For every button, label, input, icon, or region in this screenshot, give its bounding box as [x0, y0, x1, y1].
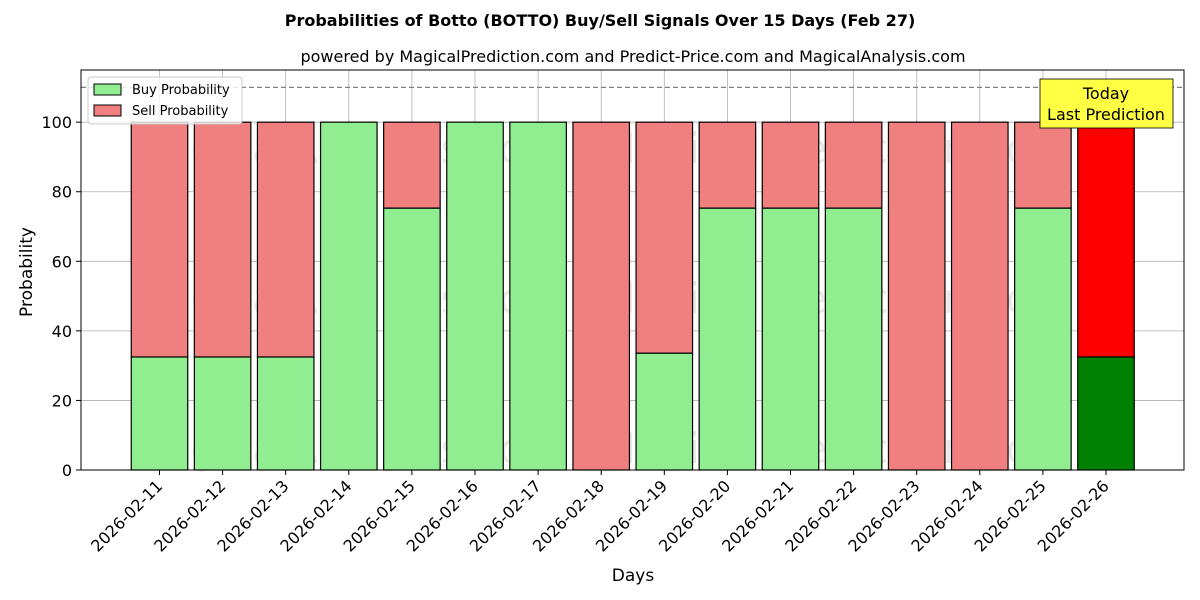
sell-bar [383, 121, 441, 209]
buy-bar [635, 352, 694, 471]
buy-bar [1077, 356, 1135, 471]
x-axis-label: Days [612, 566, 655, 586]
sell-bar [256, 121, 315, 358]
sell-bar [193, 121, 252, 358]
y-tick-label: 0 [62, 461, 72, 480]
buy-bar [319, 121, 378, 471]
y-tick-label: 100 [41, 113, 72, 132]
annotation-line: Today [1082, 84, 1129, 103]
y-axis: 0 20 40 60 80 100 [41, 113, 81, 480]
legend-label: Sell Probability [132, 104, 229, 119]
sell-bar [635, 121, 694, 354]
buy-bar [824, 207, 883, 471]
legend-label: Buy Probability [132, 83, 230, 98]
buy-bar [193, 356, 252, 471]
sell-bar [1014, 121, 1072, 209]
annotation-line: Last Prediction [1047, 105, 1165, 124]
legend-swatch [93, 83, 122, 96]
sell-bar [950, 121, 1009, 471]
y-tick-label: 40 [52, 322, 72, 341]
bars-group [130, 121, 1135, 471]
buy-bar [130, 356, 189, 471]
legend-box [87, 76, 243, 125]
plot-frame [80, 69, 1185, 471]
annotation-box [1039, 78, 1174, 129]
buy-bar [761, 207, 820, 471]
chart-subtitle: powered by MagicalPrediction.com and Pre… [300, 47, 965, 66]
sell-bar [887, 121, 946, 471]
sell-bar [824, 121, 883, 209]
sell-bar [130, 121, 189, 358]
buy-bar [446, 121, 504, 471]
y-tick-label: 20 [52, 391, 72, 410]
buy-bar [698, 207, 757, 471]
sell-bar [698, 121, 757, 209]
sell-bar [761, 121, 820, 209]
sell-bar [1077, 121, 1135, 358]
y-axis-label: Probability [17, 227, 37, 317]
today-annotation: Today Last Prediction [1039, 78, 1174, 129]
y-tick-label: 80 [52, 183, 72, 202]
x-axis: 2026-02-112026-02-122026-02-132026-02-14… [87, 470, 1113, 556]
y-tick-label: 60 [52, 252, 72, 271]
sell-bar [572, 121, 631, 471]
buy-bar [509, 121, 567, 471]
buy-bar [256, 356, 315, 471]
buy-bar [383, 207, 441, 471]
chart-title: Probabilities of Botto (BOTTO) Buy/Sell … [285, 11, 916, 30]
legend: Buy Probability Sell Probability [87, 76, 243, 125]
legend-swatch [93, 104, 122, 117]
buy-bar [1014, 207, 1072, 471]
